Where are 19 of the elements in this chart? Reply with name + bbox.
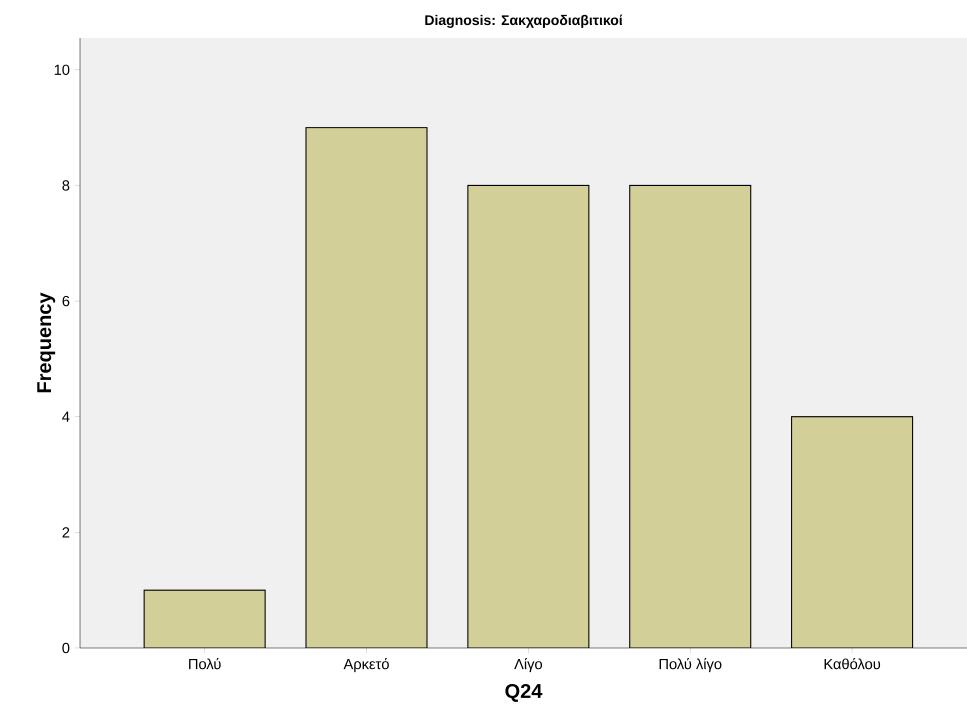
y-tick-label: 4 [62,412,70,422]
x-axis-title: Q24 [505,684,542,702]
bar [629,184,752,648]
y-tick-label: 6 [62,296,70,306]
bar [305,127,428,648]
x-tick-label: Λίγο [514,658,542,672]
bar [467,184,590,648]
bar [791,416,914,648]
y-tick-label: 2 [62,527,70,538]
y-tick-label: 8 [62,180,70,191]
y-axis-title: Frequency [37,292,56,392]
chart-title: Diagnosis: Σακχαροδιαβιτικοί [425,14,622,28]
x-tick-label: Πολύ λίγο [660,658,722,672]
bar [144,590,266,648]
x-tick-label: Αρκετό [344,658,389,672]
x-tick-label: Πολύ [189,658,221,670]
x-tick-label: Καθόλου [824,658,880,670]
y-tick-label: 10 [54,64,70,75]
y-tick-label: 0 [62,642,70,654]
